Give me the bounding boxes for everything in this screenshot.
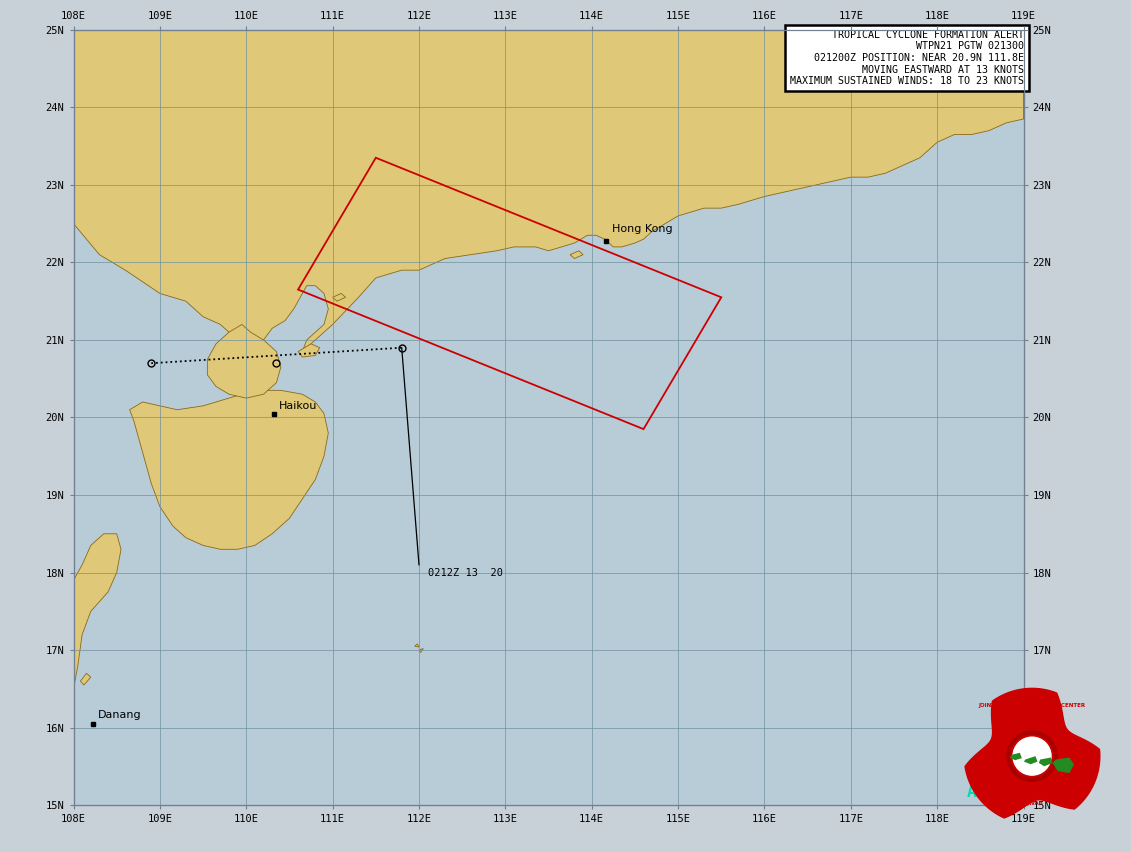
Text: Danang: Danang	[97, 711, 141, 720]
Polygon shape	[130, 390, 328, 550]
Polygon shape	[207, 325, 280, 398]
Text: ATCF©: ATCF©	[967, 783, 1017, 801]
Polygon shape	[80, 673, 90, 685]
Polygon shape	[74, 30, 1024, 352]
Circle shape	[1013, 737, 1051, 775]
Polygon shape	[1010, 753, 1022, 760]
Polygon shape	[1038, 757, 1052, 766]
Polygon shape	[965, 688, 1099, 818]
Polygon shape	[418, 648, 423, 653]
Polygon shape	[333, 293, 346, 301]
Polygon shape	[299, 344, 320, 357]
Text: JTWO©: JTWO©	[967, 34, 1017, 52]
Polygon shape	[1024, 757, 1037, 764]
Polygon shape	[74, 533, 121, 805]
Polygon shape	[1052, 757, 1074, 773]
Text: 0212Z 13  20: 0212Z 13 20	[428, 568, 502, 579]
Text: HAWAII: HAWAII	[1020, 801, 1044, 806]
Polygon shape	[570, 250, 584, 258]
Text: JOINT TYPHOON WARNING CENTER: JOINT TYPHOON WARNING CENTER	[978, 703, 1086, 708]
Text: PEARL HARBOR: PEARL HARBOR	[1008, 793, 1056, 798]
Text: Hong Kong: Hong Kong	[612, 224, 672, 234]
Text: Haikou: Haikou	[279, 401, 318, 411]
Polygon shape	[415, 644, 418, 647]
Text: TROPICAL CYCLONE FORMATION ALERT
WTPN21 PGTW 021300
021200Z POSITION: NEAR 20.9N: TROPICAL CYCLONE FORMATION ALERT WTPN21 …	[789, 30, 1024, 86]
